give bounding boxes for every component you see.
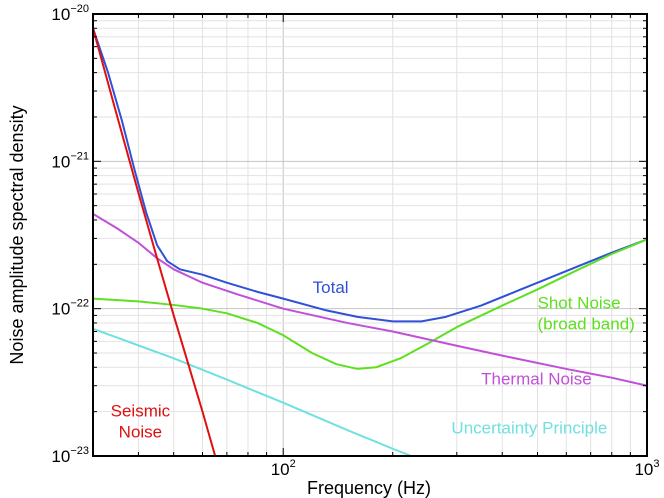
y-axis-title: Noise amplitude spectral density: [7, 105, 27, 364]
series-line-total: [93, 27, 647, 323]
x-tick-label: 102: [271, 458, 296, 479]
grid: [93, 14, 647, 456]
series-label-shot-noise-broad-band: Shot Noise (broad band): [537, 294, 634, 334]
series-label-uncertainty-principle: Uncertainty Principle: [451, 419, 607, 438]
series-lines: [93, 27, 647, 456]
series-labels: Total Shot Noise (broad band) Thermal Noise…: [111, 278, 635, 442]
series-label-total: Total: [313, 278, 349, 297]
series-line-seismic-noise: [93, 28, 217, 456]
y-tick-label: 10−20: [51, 3, 89, 24]
y-tick-label: 10−22: [51, 298, 89, 319]
series-line-shot-noise-broad-band: [93, 238, 647, 370]
x-axis-title: Frequency (Hz): [307, 478, 431, 498]
y-tick-label: 10−23: [51, 445, 89, 466]
series-label-thermal-noise: Thermal Noise: [481, 370, 592, 389]
plot-frame: [92, 13, 648, 457]
series-line-uncertainty-principle: [93, 327, 412, 456]
axes: 102 103 10−23 10−22 10−21 10−20: [51, 3, 659, 479]
series-line-thermal-noise: [93, 213, 647, 387]
series-label-seismic-noise: Seismic Noise: [111, 402, 171, 442]
x-tick-label: 103: [634, 458, 659, 479]
y-tick-label: 10−21: [51, 150, 89, 171]
